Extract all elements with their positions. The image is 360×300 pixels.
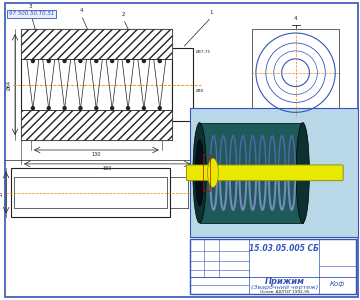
Text: Ø40: Ø40 <box>195 88 204 92</box>
Circle shape <box>158 106 161 110</box>
Text: Ø64: Ø64 <box>6 80 12 90</box>
Circle shape <box>47 59 50 62</box>
Text: Лист: Лист <box>206 241 215 245</box>
Circle shape <box>47 106 50 110</box>
Text: 4: 4 <box>294 16 297 21</box>
Circle shape <box>95 106 98 110</box>
FancyBboxPatch shape <box>186 165 343 181</box>
Bar <box>203 154 210 191</box>
Circle shape <box>111 106 114 110</box>
Bar <box>189 108 358 237</box>
Bar <box>14 177 167 208</box>
Circle shape <box>31 59 34 62</box>
Circle shape <box>79 106 82 110</box>
Ellipse shape <box>193 123 206 223</box>
Circle shape <box>63 106 66 110</box>
Circle shape <box>31 106 34 110</box>
Text: (Зварочний чертеж): (Зварочний чертеж) <box>251 285 318 290</box>
Circle shape <box>79 59 82 62</box>
Circle shape <box>63 59 66 62</box>
Text: Изм: Изм <box>192 241 199 245</box>
Bar <box>11 168 170 218</box>
Bar <box>172 48 193 121</box>
Circle shape <box>111 59 114 62</box>
Circle shape <box>95 59 98 62</box>
Bar <box>252 29 339 116</box>
Text: Разраб.: Разраб. <box>190 250 203 254</box>
Text: 3: 3 <box>28 4 32 9</box>
Bar <box>21 110 172 140</box>
Text: 97 500.50.Т0.51: 97 500.50.Т0.51 <box>9 11 54 16</box>
Text: № Докум.: № Докум. <box>221 241 239 245</box>
Ellipse shape <box>207 158 219 187</box>
Text: Коф: Коф <box>330 281 345 287</box>
Text: 27: 27 <box>0 190 4 196</box>
Bar <box>199 123 303 223</box>
Text: 160: 160 <box>103 166 112 171</box>
Text: Н.контр.: Н.контр. <box>190 270 205 274</box>
Text: 15.03.05.005 СБ: 15.03.05.005 СБ <box>249 244 319 253</box>
Circle shape <box>158 59 161 62</box>
Circle shape <box>143 59 145 62</box>
Text: Ø37,75: Ø37,75 <box>195 50 211 54</box>
Bar <box>21 29 172 59</box>
Text: Утверд.: Утверд. <box>190 276 203 280</box>
Text: 4: 4 <box>80 8 83 13</box>
Text: Основ. АД/ПЗТ 1992-95: Основ. АД/ПЗТ 1992-95 <box>260 290 309 294</box>
Circle shape <box>127 59 130 62</box>
Bar <box>189 239 356 294</box>
Ellipse shape <box>195 140 204 206</box>
Text: 2: 2 <box>122 12 125 17</box>
Text: 130: 130 <box>92 152 101 157</box>
Text: Провер.: Провер. <box>190 256 204 260</box>
Circle shape <box>127 106 130 110</box>
Bar <box>21 29 172 140</box>
Text: Прижим: Прижим <box>265 277 305 286</box>
Ellipse shape <box>296 123 309 223</box>
Circle shape <box>143 106 145 110</box>
Text: Т.контр.: Т.контр. <box>190 263 204 267</box>
Text: 1: 1 <box>210 10 213 15</box>
